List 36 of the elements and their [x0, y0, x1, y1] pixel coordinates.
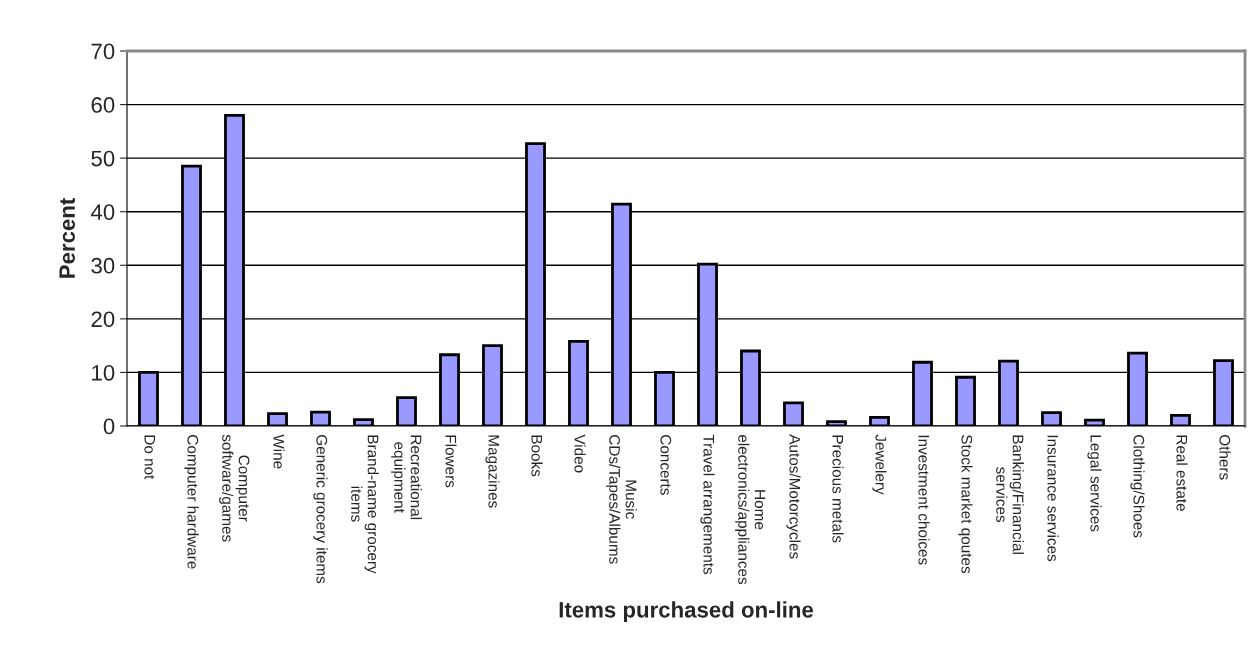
y-tick-label: 10	[92, 364, 115, 381]
y-tick-label: 40	[90, 204, 115, 220]
x-tick-label: Home electronics/appliances	[735, 434, 766, 585]
y-tick-label: 0	[103, 418, 115, 435]
x-tick-label: Flowers	[445, 435, 457, 488]
x-tick-label: Real estate	[1176, 435, 1188, 511]
y-tick-label: 70	[91, 43, 115, 60]
y-tick-label: 30	[91, 257, 115, 274]
y-tick-label: 60	[91, 97, 115, 113]
x-tick-label: Computer software/games	[219, 434, 250, 542]
x-tick-label: Autos/Motorcycles	[786, 434, 801, 559]
y-tick-label: 20	[91, 311, 115, 328]
x-tick-label: Magazines	[485, 435, 500, 508]
x-tick-label: Video	[574, 434, 586, 473]
x-tick-label: Computer hardware	[184, 435, 199, 569]
x-tick-label: Generic grocery items	[313, 435, 328, 584]
y-axis-title: Percent	[59, 198, 75, 278]
x-tick-label: Travel arrangements	[700, 434, 715, 575]
x-tick-label: Concerts	[660, 435, 672, 495]
x-tick-label: Recreational equipment	[391, 435, 422, 520]
y-tick-label: 50	[91, 150, 115, 167]
x-tick-label: Clothing/Shoes	[1130, 435, 1145, 538]
x-tick-label: Insurance services	[1047, 435, 1059, 562]
x-tick-label: Precious metals	[832, 435, 844, 543]
x-tick-label: Others	[1219, 435, 1231, 480]
x-tick-label: Do not	[144, 435, 156, 480]
x-tick-label: Wine	[273, 434, 285, 469]
x-axis-title: Items purchased on-line	[559, 601, 814, 623]
x-tick-label: Music CDs/Tapes/Albums	[606, 435, 637, 564]
x-tick-label: Books	[531, 435, 543, 477]
x-tick-label: Brand-name grocery items	[351, 435, 379, 574]
x-tick-label: Investment choices	[918, 435, 930, 565]
x-tick-label: Jewelery	[872, 434, 887, 495]
x-tick-label: Stock market qoutes	[958, 435, 973, 574]
x-tick-label: Banking/Financial services	[996, 435, 1024, 554]
x-tick-label: Legal services	[1087, 435, 1102, 532]
